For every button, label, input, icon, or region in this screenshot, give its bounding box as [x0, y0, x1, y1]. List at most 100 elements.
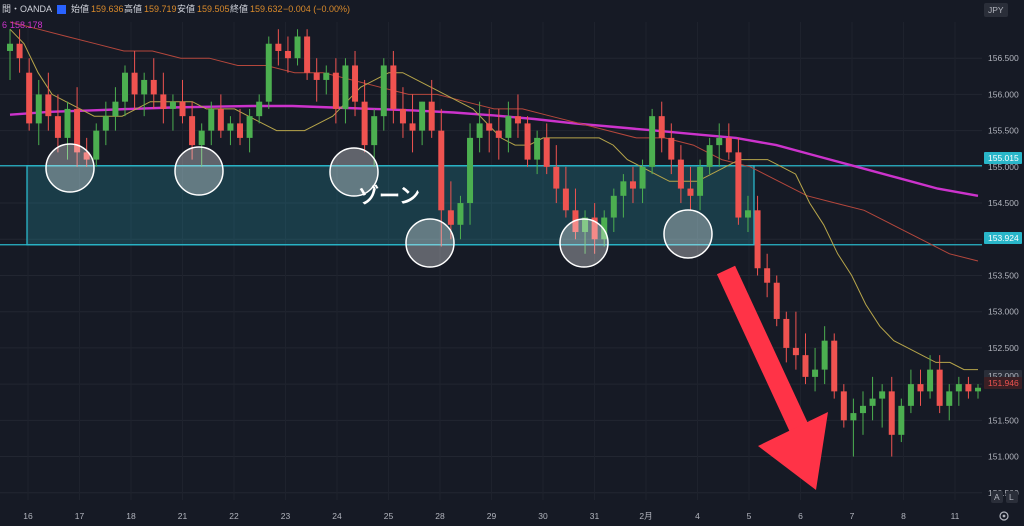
candle-body [677, 159, 684, 189]
legend-header: 間・OANDA 始値 159.636 高値 159.719 安値 159.505… [2, 3, 350, 30]
x-tick-label: 22 [229, 511, 239, 521]
svg-text:151.946: 151.946 [988, 378, 1019, 388]
candle-body [744, 210, 751, 218]
candle-body [649, 116, 656, 167]
x-tick-label: 24 [332, 511, 342, 521]
currency-button[interactable]: JPY [984, 3, 1008, 17]
candle-body [907, 384, 914, 406]
candle-body [371, 116, 378, 146]
touch-circles [45, 143, 713, 268]
candles [7, 29, 981, 457]
candle-body [380, 65, 387, 117]
candle-body [93, 130, 100, 160]
candle [256, 94, 263, 124]
x-tick-label: 7 [850, 511, 855, 521]
candle-body [256, 101, 263, 117]
candle [917, 369, 924, 406]
candle [946, 384, 953, 421]
x-tick-label: 18 [126, 511, 136, 521]
time-axis[interactable]: 16 17 18 21 22 23 24 25 28 29 30 31 2月 4 5 6 7 8 11 [23, 511, 959, 521]
candle [639, 159, 646, 204]
candle-body [64, 108, 71, 138]
candle-body [284, 50, 291, 59]
touch-circle [329, 147, 379, 197]
candle-body [716, 137, 723, 146]
touch-circle [45, 143, 95, 193]
candle [275, 29, 282, 66]
candle-body [620, 181, 627, 196]
auto-scale-button[interactable]: A [991, 491, 1003, 503]
candle-body [131, 72, 138, 95]
candle [831, 333, 838, 399]
svg-text:JPY: JPY [988, 5, 1004, 15]
candle [54, 94, 61, 153]
candle [821, 326, 828, 385]
close-value: 159.632 [250, 4, 283, 14]
open-value: 159.636 [91, 4, 124, 14]
y-tick-label: 153.000 [988, 307, 1019, 317]
y-tick-label: 156.000 [988, 89, 1019, 99]
candle-body [265, 43, 272, 102]
candle-body [869, 398, 876, 406]
candle-body [495, 130, 502, 138]
high-label: 高値 [124, 3, 142, 14]
candle-body [486, 123, 493, 131]
y-tick-label: 152.500 [988, 343, 1019, 353]
candle [898, 398, 905, 443]
candle [869, 376, 876, 421]
candle [198, 123, 205, 167]
candle-body [562, 188, 569, 211]
candle-body [591, 217, 598, 240]
candle-body [831, 340, 838, 392]
candle-body [725, 137, 732, 153]
low-value: 159.505 [197, 4, 230, 14]
candle-body [352, 65, 359, 102]
candle-body [237, 123, 244, 138]
candle [390, 50, 397, 124]
symbol-name[interactable]: 間・OANDA [2, 4, 52, 14]
candle [93, 123, 100, 167]
candle [467, 123, 474, 225]
candle [754, 195, 761, 276]
candle-body [342, 65, 349, 109]
candle-body [754, 210, 761, 269]
candle-body [783, 318, 790, 348]
svg-text:L: L [1009, 492, 1014, 502]
x-tick-label: 17 [75, 511, 85, 521]
candle [342, 58, 349, 124]
y-tick-label: 151.500 [988, 415, 1019, 425]
candle-body [7, 43, 13, 51]
log-scale-button[interactable]: L [1006, 491, 1018, 503]
candle [7, 29, 13, 80]
price-axis[interactable]: 150.500 151.000 151.500 152.000 152.500 153.0… [988, 53, 1019, 498]
candle [83, 137, 90, 167]
candle-body [840, 391, 847, 421]
candle [744, 195, 751, 233]
candle-body [514, 116, 521, 124]
candle-body [409, 123, 416, 131]
x-tick-label: 2月 [639, 511, 652, 521]
candle [332, 58, 339, 124]
candle-body [26, 72, 33, 124]
candle-body [112, 101, 119, 117]
candle [649, 108, 656, 175]
candle [371, 108, 378, 167]
candle [534, 130, 541, 175]
candle-body [735, 152, 742, 218]
candle [16, 29, 23, 73]
x-tick-label: 31 [590, 511, 600, 521]
svg-text:152.000: 152.000 [988, 371, 1019, 381]
ma-indicator-fragment: 6 [2, 20, 7, 30]
candle [476, 101, 483, 153]
settings-gear-icon[interactable] [999, 511, 1009, 521]
x-tick-label: 30 [538, 511, 548, 521]
candle [677, 145, 684, 204]
candle-body [936, 369, 943, 406]
candle-body [16, 43, 23, 59]
x-tick-label: 29 [487, 511, 497, 521]
candle-body [553, 166, 560, 189]
close-label: 終値 [230, 3, 248, 14]
candle-body [323, 72, 330, 80]
candle-body [150, 79, 157, 95]
